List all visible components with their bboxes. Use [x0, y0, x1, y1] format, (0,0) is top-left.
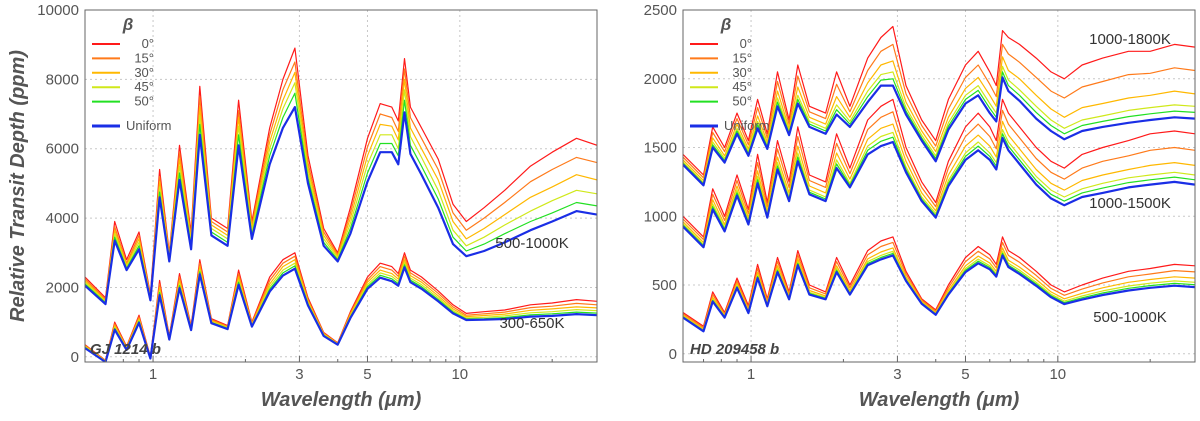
- x-tick-label: 10: [451, 366, 468, 383]
- legend-title: β: [720, 15, 732, 34]
- series-line-15deg-group-2: [683, 109, 1195, 241]
- legend-label-4: 50°: [732, 94, 752, 109]
- y-tick-label: 2500: [644, 2, 677, 19]
- chart-panel-2: 1 3 5 10 0 500 1000 1500 2000 2500 Wavelength (μm)…: [644, 2, 1196, 411]
- y-tick-label: 8000: [46, 71, 79, 88]
- series-line-45deg-group-2: [683, 129, 1195, 245]
- legend-label-0: 0°: [740, 36, 752, 51]
- series-line-30deg-group-2: [683, 120, 1195, 243]
- legend-label-5: Uniform: [126, 118, 172, 133]
- x-axis-label: Wavelength (μm): [261, 389, 422, 411]
- series-line-uniform-group-1: [683, 76, 1195, 187]
- y-axis-label: Relative Transit Depth (ppm): [7, 50, 29, 322]
- legend-label-3: 45°: [134, 79, 154, 94]
- series-line-0deg-group-1: [683, 25, 1195, 176]
- series-line-0deg-group-1: [85, 47, 597, 299]
- x-tick-label: 1: [747, 366, 755, 383]
- series-line-15deg-group-1: [85, 61, 597, 301]
- y-tick-label: 0: [669, 346, 677, 363]
- chart-panel-1: 1 3 5 10 0 2000 4000 6000 8000 10000 Wavelength (μ…: [7, 2, 598, 411]
- series-lines: [85, 47, 597, 362]
- series-line-30deg-group-2: [85, 259, 597, 362]
- legend-label-3: 45°: [732, 79, 752, 94]
- x-tick-label: 3: [893, 366, 901, 383]
- legend-label-0: 0°: [142, 36, 154, 51]
- x-tick-label: 5: [961, 366, 969, 383]
- temperature-range-label: 500-1000K: [495, 235, 568, 252]
- legend-title: β: [122, 15, 134, 34]
- series-line-0deg-group-3: [683, 236, 1195, 327]
- y-tick-label: 2000: [46, 279, 79, 296]
- series-line-15deg-group-3: [683, 241, 1195, 329]
- series-line-45deg-group-1: [85, 82, 597, 303]
- legend-label-5: Uniform: [724, 118, 770, 133]
- x-tick-label: 5: [363, 366, 371, 383]
- legend-label-2: 30°: [732, 65, 752, 80]
- y-tick-label: 500: [652, 277, 677, 294]
- temperature-range-label: 1000-1800K: [1089, 31, 1171, 48]
- series-line-45deg-group-1: [683, 65, 1195, 184]
- y-tick-label: 2000: [644, 71, 677, 88]
- plot-frame: [84, 9, 598, 363]
- x-axis-label: Wavelength (μm): [859, 389, 1020, 411]
- y-tick-label: 6000: [46, 141, 79, 158]
- series-line-uniform-group-2: [683, 136, 1195, 249]
- planet-name: GJ 1214 b: [90, 341, 161, 358]
- series-line-0deg-group-2: [683, 98, 1195, 238]
- series-line-50deg-group-2: [85, 264, 597, 362]
- legend: β 0°15°30°45°50° Uniform: [690, 15, 770, 133]
- y-tick-label: 1000: [644, 208, 677, 225]
- series-line-15deg-group-1: [683, 43, 1195, 179]
- temperature-range-label: 300-650K: [499, 315, 564, 332]
- planet-name: HD 209458 b: [690, 341, 779, 358]
- x-tick-label: 10: [1049, 366, 1066, 383]
- legend-label-4: 50°: [134, 94, 154, 109]
- series-lines: [683, 25, 1195, 333]
- legend-label-1: 15°: [732, 50, 752, 65]
- series-line-50deg-group-1: [683, 71, 1195, 185]
- y-tick-label: 4000: [46, 210, 79, 227]
- series-line-30deg-group-3: [683, 247, 1195, 330]
- y-tick-label: 1500: [644, 140, 677, 157]
- plot-frame: [682, 9, 1196, 363]
- series-line-30deg-group-1: [85, 71, 597, 302]
- series-line-30deg-group-1: [683, 56, 1195, 182]
- series-line-uniform-group-2: [85, 266, 597, 362]
- y-tick-label: 10000: [37, 2, 79, 19]
- series-line-uniform-group-3: [683, 254, 1195, 333]
- legend-label-1: 15°: [134, 50, 154, 65]
- series-line-uniform-group-1: [85, 105, 597, 306]
- y-tick-label: 0: [71, 349, 79, 366]
- x-tick-label: 3: [295, 366, 303, 383]
- x-tick-label: 1: [149, 366, 157, 383]
- temperature-range-label: 500-1000K: [1093, 309, 1166, 326]
- gridlines: [85, 9, 597, 362]
- legend: β 0°15°30°45°50° Uniform: [92, 15, 172, 133]
- legend-label-2: 30°: [134, 65, 154, 80]
- temperature-range-label: 1000-1500K: [1089, 195, 1171, 212]
